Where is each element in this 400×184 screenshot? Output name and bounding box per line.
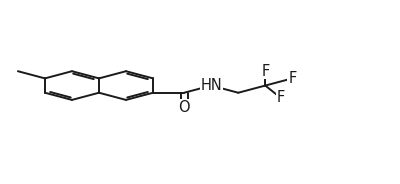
Text: F: F — [277, 91, 285, 105]
Text: F: F — [261, 64, 270, 79]
Text: HN: HN — [200, 78, 222, 93]
Text: F: F — [288, 71, 296, 86]
Text: O: O — [178, 100, 190, 115]
